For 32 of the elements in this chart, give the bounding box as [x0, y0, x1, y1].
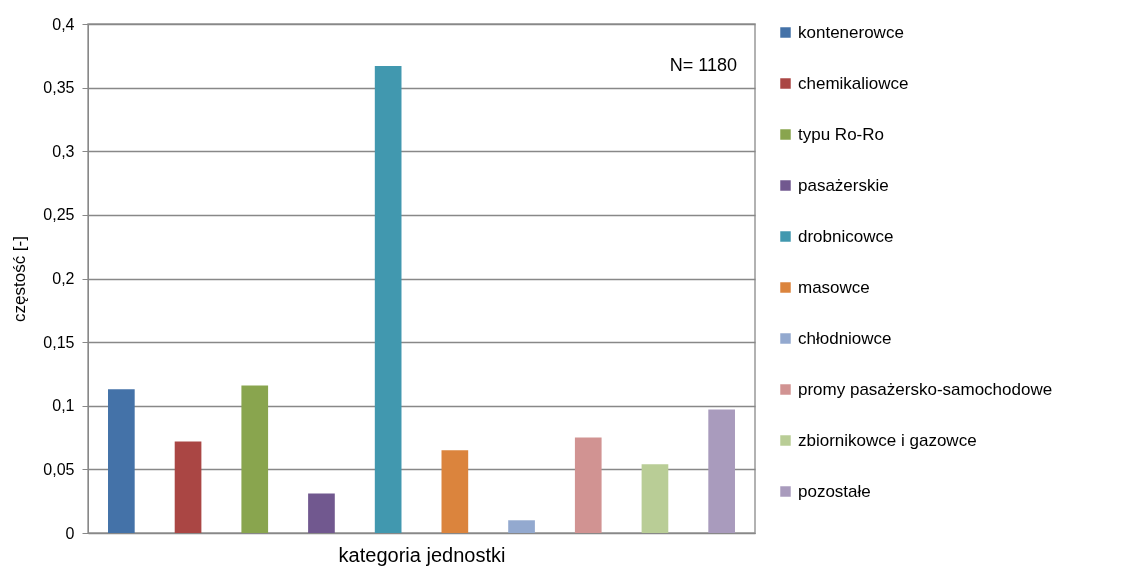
bar	[441, 450, 469, 533]
annotation: N= 1180	[669, 55, 737, 75]
y-tick-label: 0,4	[52, 15, 75, 33]
legend-label: chłodniowce	[798, 328, 892, 348]
y-tick-label: 0,35	[43, 79, 75, 97]
legend-label: drobnicowce	[798, 226, 894, 246]
y-tick-label: 0	[65, 524, 75, 542]
y-tick-label: 0,3	[52, 142, 75, 160]
bar	[574, 437, 602, 533]
bar	[308, 493, 335, 533]
legend-label: zbiornikowce i gazowce	[798, 430, 977, 450]
y-tick-label: 0,1	[52, 397, 75, 415]
bar	[708, 409, 735, 533]
bar	[241, 385, 269, 533]
legend-label: typu Ro-Ro	[798, 124, 884, 144]
bar	[174, 441, 202, 533]
y-tick-label: 0,15	[43, 333, 75, 351]
legend-label: chemikaliowce	[798, 73, 909, 93]
x-axis-title: kategoria jednostki	[338, 543, 506, 566]
y-tick-label: 0,05	[43, 460, 75, 478]
legend-label: pasażerskie	[798, 175, 889, 195]
bar	[374, 65, 402, 533]
legend-label: masowce	[798, 277, 870, 297]
y-tick-label: 0,25	[43, 206, 75, 224]
legend-label: pozostałe	[798, 481, 871, 501]
y-tick-label: 0,2	[52, 270, 75, 287]
y-axis-title: częstość [-]	[10, 236, 30, 322]
bar	[641, 464, 669, 533]
bar	[508, 520, 535, 533]
bar	[108, 389, 135, 533]
legend-label: kontenerowce	[798, 22, 904, 42]
legend-label: promy pasażersko-samochodowe	[798, 379, 1053, 399]
